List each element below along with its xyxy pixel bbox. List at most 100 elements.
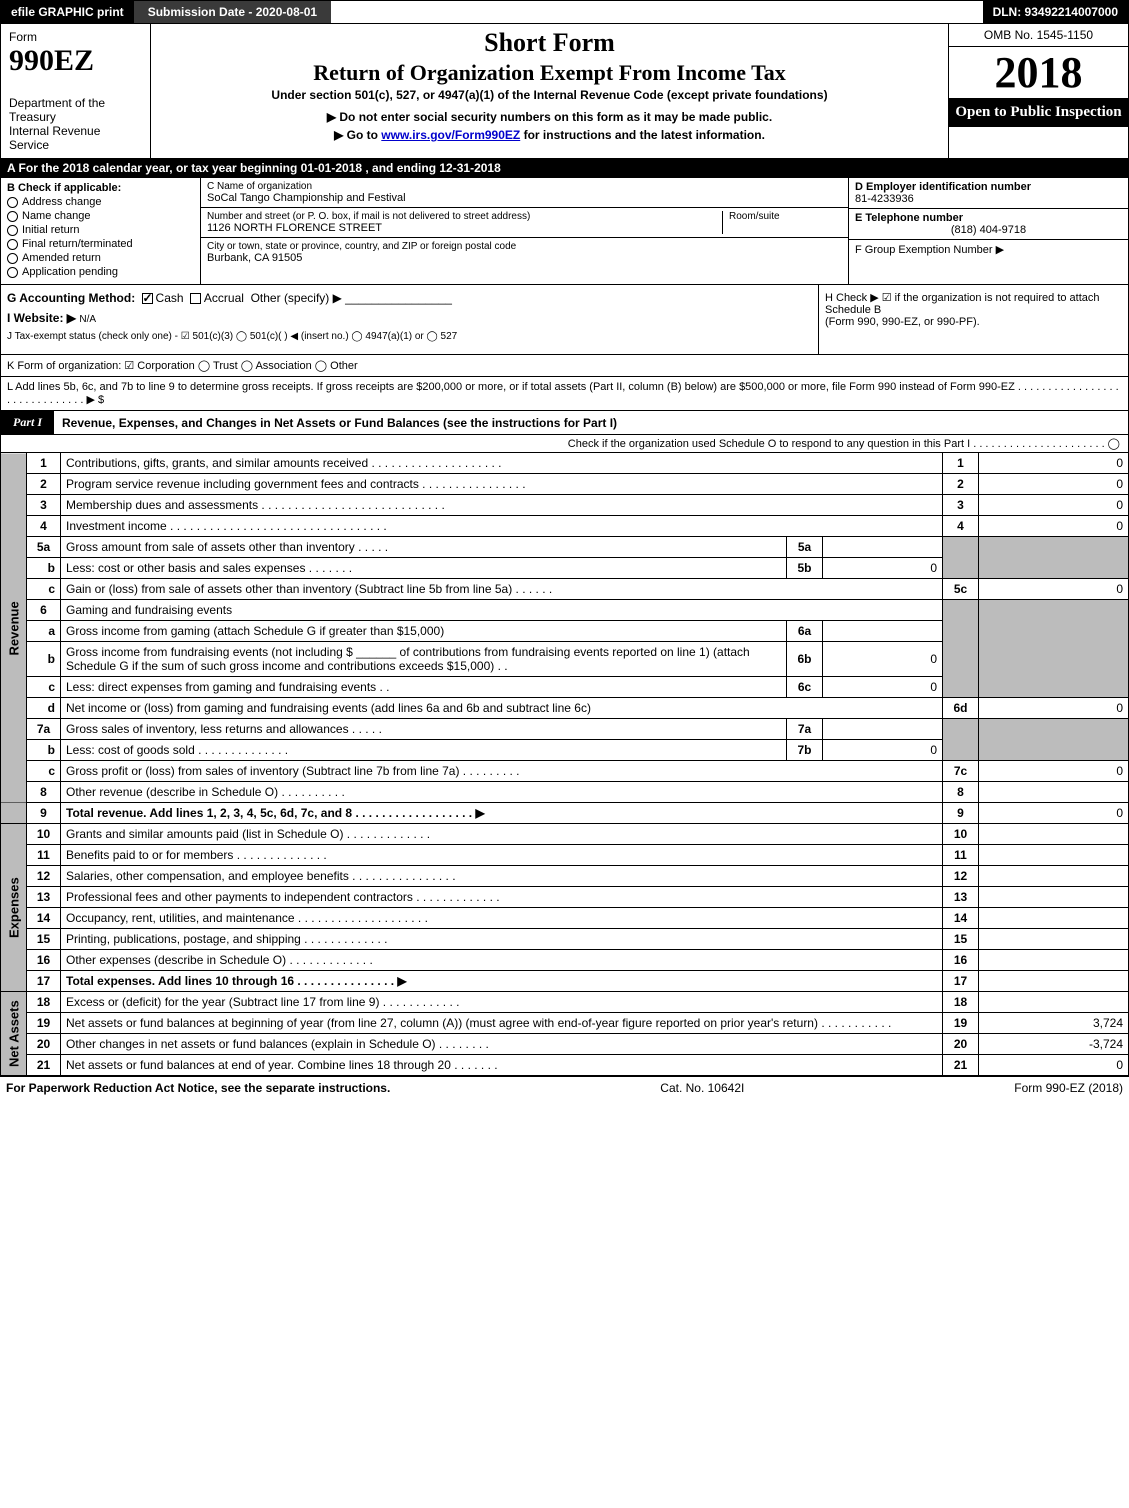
chk-amended-return[interactable]: Amended return	[7, 252, 194, 264]
ein-label: D Employer identification number	[855, 181, 1122, 193]
irs-link[interactable]: www.irs.gov/Form990EZ	[381, 128, 520, 142]
goto-line: ▶ Go to www.irs.gov/Form990EZ for instru…	[161, 128, 938, 142]
footer-mid: Cat. No. 10642I	[660, 1081, 744, 1095]
chk-accrual[interactable]	[190, 293, 201, 304]
column-c-org-info: C Name of organization SoCal Tango Champ…	[201, 178, 848, 284]
chk-address-change[interactable]: Address change	[7, 196, 194, 208]
tax-exempt-status: J Tax-exempt status (check only one) - ☑…	[7, 331, 812, 342]
tel-row: E Telephone number (818) 404-9718	[849, 209, 1128, 240]
table-row: Expenses 10 Grants and similar amounts p…	[1, 824, 1129, 845]
part1-header: Part I Revenue, Expenses, and Changes in…	[0, 411, 1129, 435]
tel-value: (818) 404-9718	[855, 224, 1122, 236]
radio-icon	[7, 253, 18, 264]
omb-number: OMB No. 1545-1150	[949, 24, 1128, 47]
table-row: 4 Investment income . . . . . . . . . . …	[1, 516, 1129, 537]
dln-label: DLN: 93492214007000	[983, 1, 1128, 23]
side-label-netassets: Net Assets	[1, 992, 27, 1076]
room-suite-label: Room/suite	[722, 211, 842, 234]
acct-label: G Accounting Method:	[7, 291, 135, 305]
street-value: 1126 NORTH FLORENCE STREET	[207, 222, 722, 234]
table-row: 3 Membership dues and assessments . . . …	[1, 495, 1129, 516]
column-d-ein-tel: D Employer identification number 81-4233…	[848, 178, 1128, 284]
table-row: d Net income or (loss) from gaming and f…	[1, 698, 1129, 719]
chk-application-pending[interactable]: Application pending	[7, 266, 194, 278]
radio-icon	[7, 239, 18, 250]
side-label-expenses: Expenses	[1, 824, 27, 992]
under-section: Under section 501(c), 527, or 4947(a)(1)…	[161, 88, 938, 102]
ein-value: 81-4233936	[855, 193, 1122, 205]
table-row: Revenue 1 Contributions, gifts, grants, …	[1, 453, 1129, 474]
form-number: 990EZ	[9, 44, 142, 78]
column-g: G Accounting Method: Cash Accrual Other …	[1, 285, 818, 354]
part1-check-line: Check if the organization used Schedule …	[0, 435, 1129, 453]
table-row: 5a Gross amount from sale of assets othe…	[1, 537, 1129, 558]
street-row: Number and street (or P. O. box, if mail…	[201, 208, 848, 238]
dept-treasury: Department of the Treasury	[9, 96, 142, 124]
tax-year: 2018	[949, 47, 1128, 98]
dept-irs: Internal Revenue Service	[9, 124, 142, 152]
page-footer: For Paperwork Reduction Act Notice, see …	[0, 1076, 1129, 1099]
table-row: 12 Salaries, other compensation, and emp…	[1, 866, 1129, 887]
footer-left: For Paperwork Reduction Act Notice, see …	[6, 1081, 390, 1095]
goto-pre: ▶ Go to	[334, 128, 381, 142]
street-label: Number and street (or P. O. box, if mail…	[207, 211, 722, 222]
header-center: Short Form Return of Organization Exempt…	[151, 24, 948, 158]
chk-name-change[interactable]: Name change	[7, 210, 194, 222]
group-exemption-row: F Group Exemption Number ▶	[849, 240, 1128, 284]
table-row: 6 Gaming and fundraising events	[1, 600, 1129, 621]
website-label: I Website: ▶	[7, 311, 76, 325]
table-row: 9 Total revenue. Add lines 1, 2, 3, 4, 5…	[1, 803, 1129, 824]
website-line: I Website: ▶ N/A	[7, 311, 812, 325]
column-b-checkboxes: B Check if applicable: Address change Na…	[1, 178, 201, 284]
table-row: 16 Other expenses (describe in Schedule …	[1, 950, 1129, 971]
section-bcdef: B Check if applicable: Address change Na…	[0, 178, 1129, 285]
footer-right: Form 990-EZ (2018)	[1014, 1081, 1123, 1095]
table-row: 7a Gross sales of inventory, less return…	[1, 719, 1129, 740]
chk-initial-return[interactable]: Initial return	[7, 224, 194, 236]
table-row: 15 Printing, publications, postage, and …	[1, 929, 1129, 950]
group-exemption-label: F Group Exemption Number ▶	[855, 243, 1122, 256]
table-row: 11 Benefits paid to or for members . . .…	[1, 845, 1129, 866]
part1-label: Part I	[1, 411, 54, 434]
column-h: H Check ▶ ☑ if the organization is not r…	[818, 285, 1128, 354]
header-left: Form 990EZ Department of the Treasury In…	[1, 24, 151, 158]
lines-table: Revenue 1 Contributions, gifts, grants, …	[0, 453, 1129, 1076]
form-word: Form	[9, 30, 142, 44]
chk-final-return[interactable]: Final return/terminated	[7, 238, 194, 250]
radio-icon	[7, 197, 18, 208]
header-right: OMB No. 1545-1150 2018 Open to Public In…	[948, 24, 1128, 158]
city-label: City or town, state or province, country…	[207, 241, 842, 252]
short-form-title: Short Form	[161, 28, 938, 58]
part1-title: Revenue, Expenses, and Changes in Net As…	[54, 412, 1128, 434]
table-row: 19 Net assets or fund balances at beginn…	[1, 1013, 1129, 1034]
topbar-spacer	[331, 1, 982, 23]
table-row: 13 Professional fees and other payments …	[1, 887, 1129, 908]
org-name-value: SoCal Tango Championship and Festival	[207, 192, 842, 204]
org-name-label: C Name of organization	[207, 181, 842, 192]
table-row: 8 Other revenue (describe in Schedule O)…	[1, 782, 1129, 803]
row-a-calendar-year: A For the 2018 calendar year, or tax yea…	[0, 159, 1129, 178]
website-value: N/A	[79, 314, 96, 325]
open-public-inspection: Open to Public Inspection	[949, 98, 1128, 127]
table-row: c Gross profit or (loss) from sales of i…	[1, 761, 1129, 782]
city-row: City or town, state or province, country…	[201, 238, 848, 267]
topbar: efile GRAPHIC print Submission Date - 20…	[0, 0, 1129, 24]
city-value: Burbank, CA 91505	[207, 252, 842, 264]
main-title: Return of Organization Exempt From Incom…	[161, 60, 938, 86]
b-title: B Check if applicable:	[7, 182, 194, 194]
chk-cash[interactable]	[142, 293, 153, 304]
radio-icon	[7, 267, 18, 278]
table-row: 2 Program service revenue including gove…	[1, 474, 1129, 495]
row-gh: G Accounting Method: Cash Accrual Other …	[0, 285, 1129, 355]
side-label-revenue: Revenue	[1, 453, 27, 803]
table-row: 20 Other changes in net assets or fund b…	[1, 1034, 1129, 1055]
table-row: c Gain or (loss) from sale of assets oth…	[1, 579, 1129, 600]
accounting-method-line: G Accounting Method: Cash Accrual Other …	[7, 291, 812, 305]
no-ssn-warning: ▶ Do not enter social security numbers o…	[161, 110, 938, 124]
table-row: Net Assets 18 Excess or (deficit) for th…	[1, 992, 1129, 1013]
submission-date: Submission Date - 2020-08-01	[134, 1, 331, 23]
row-k-form-of-org: K Form of organization: ☑ Corporation ◯ …	[0, 355, 1129, 377]
table-row: 17 Total expenses. Add lines 10 through …	[1, 971, 1129, 992]
efile-print-label[interactable]: efile GRAPHIC print	[1, 1, 134, 23]
radio-icon	[7, 225, 18, 236]
